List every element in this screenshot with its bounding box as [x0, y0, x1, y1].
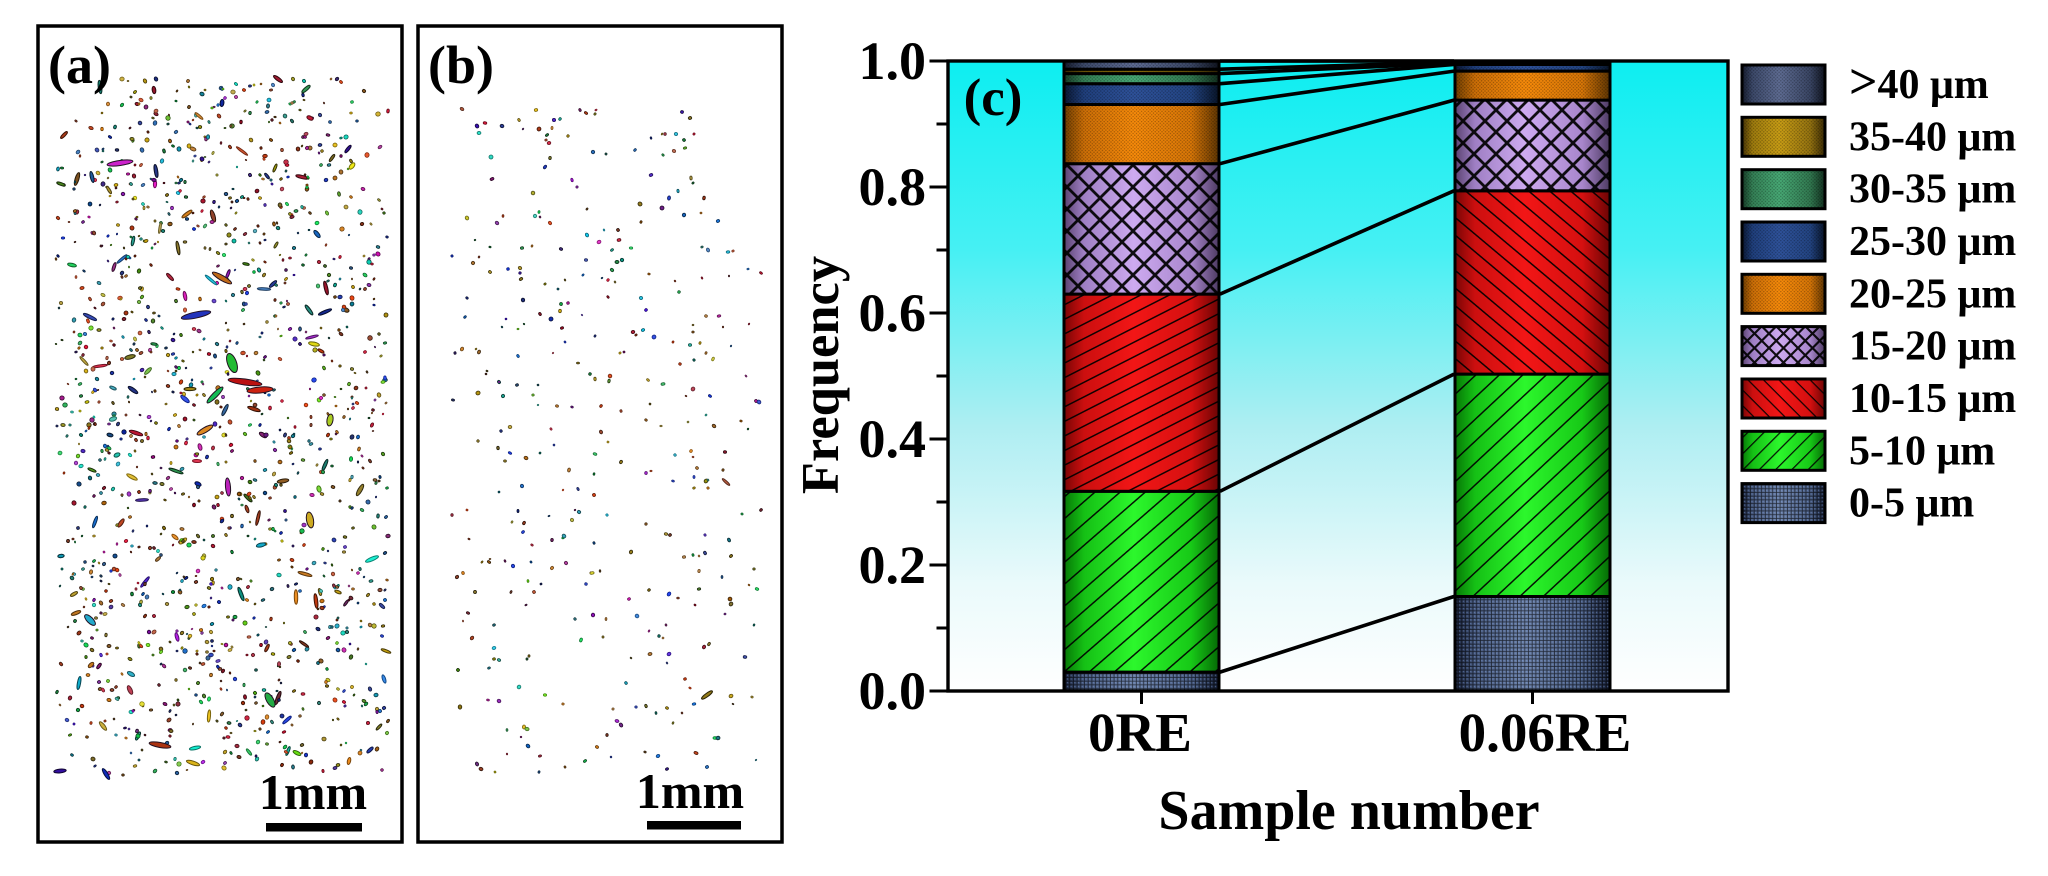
- svg-text:10-15 μm: 10-15 μm: [1849, 376, 2016, 422]
- svg-text:>40 μm: >40 μm: [1849, 53, 1989, 109]
- svg-text:25-30 μm: 25-30 μm: [1849, 219, 2016, 265]
- svg-text:0.6: 0.6: [859, 283, 927, 343]
- svg-text:(a): (a): [48, 35, 111, 95]
- svg-text:0.06RE: 0.06RE: [1459, 702, 1632, 763]
- svg-text:1mm: 1mm: [636, 763, 744, 819]
- svg-text:0.8: 0.8: [859, 157, 927, 217]
- svg-text:(b): (b): [428, 35, 494, 95]
- svg-text:5-10 μm: 5-10 μm: [1849, 428, 1995, 474]
- svg-text:0.2: 0.2: [859, 535, 927, 595]
- svg-text:30-35 μm: 30-35 μm: [1849, 167, 2016, 213]
- svg-text:Frequency: Frequency: [792, 256, 850, 494]
- svg-text:0RE: 0RE: [1088, 702, 1192, 763]
- svg-text:0-5 μm: 0-5 μm: [1849, 481, 1974, 527]
- svg-text:1.0: 1.0: [859, 31, 927, 91]
- svg-text:(c): (c): [964, 69, 1023, 127]
- svg-text:0.0: 0.0: [859, 661, 927, 721]
- svg-text:15-20 μm: 15-20 μm: [1849, 324, 2016, 370]
- svg-text:0.4: 0.4: [859, 409, 927, 469]
- svg-text:20-25 μm: 20-25 μm: [1849, 271, 2016, 317]
- svg-text:35-40 μm: 35-40 μm: [1849, 114, 2016, 160]
- svg-text:1mm: 1mm: [259, 764, 367, 820]
- svg-text:Sample number: Sample number: [1158, 780, 1539, 842]
